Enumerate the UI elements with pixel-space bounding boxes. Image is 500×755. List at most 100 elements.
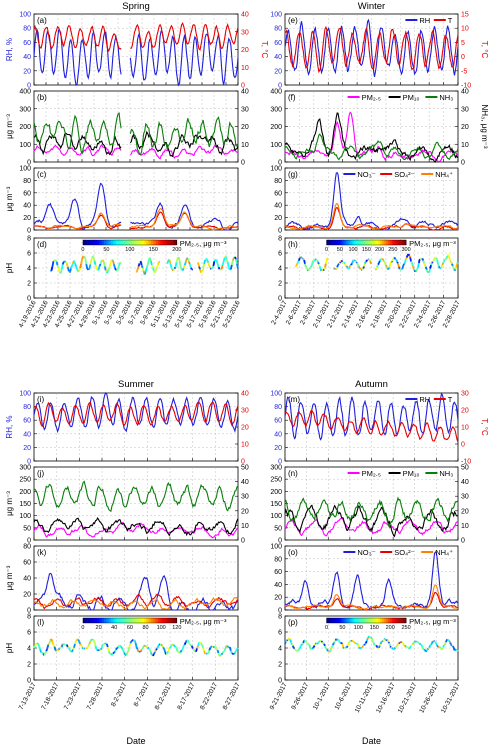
- ph-segment: [381, 641, 382, 642]
- colorbar-cell: [139, 618, 142, 623]
- y-axis-label: pH: [5, 643, 14, 653]
- colorbar-cell: [104, 240, 107, 245]
- ph-segment: [113, 260, 114, 264]
- ph-segment: [350, 641, 351, 642]
- colorbar-cell: [398, 618, 400, 623]
- colorbar-cell: [386, 618, 388, 623]
- ph-segment: [153, 654, 154, 656]
- legend-label: RH: [419, 16, 430, 25]
- ph-segment: [453, 266, 454, 268]
- ph-segment: [119, 263, 120, 265]
- tick-label-y2: -5: [461, 68, 467, 75]
- ph-segment: [155, 650, 156, 652]
- colorbar-cell: [106, 618, 109, 623]
- ph-segment: [49, 640, 50, 643]
- ph-segment: [324, 644, 325, 646]
- ph-segment: [408, 254, 409, 256]
- legend-label: NH₄⁺: [435, 548, 453, 557]
- ph-segment: [451, 644, 452, 645]
- colorbar-tick-label: 20: [96, 625, 102, 631]
- ph-segment: [285, 641, 286, 643]
- legend-label: T: [448, 395, 453, 404]
- ph-segment: [60, 647, 61, 648]
- tick-label-y2: 0: [461, 54, 465, 61]
- ph-segment: [67, 264, 68, 268]
- tick-label-y: 200: [270, 489, 282, 496]
- ph-segment: [103, 260, 104, 261]
- ph-segment: [438, 264, 439, 266]
- ph-segment: [310, 267, 311, 269]
- tick-label-y2: 50: [241, 465, 249, 472]
- tick-label-y2: 30: [241, 408, 249, 415]
- ph-segment: [79, 268, 80, 271]
- ph-segment: [441, 265, 442, 267]
- ph-segment: [189, 643, 190, 645]
- ph-segment: [135, 643, 136, 647]
- colorbar-cell: [132, 240, 135, 245]
- tick-label-y: 40: [23, 431, 31, 438]
- ph-segment: [52, 261, 53, 266]
- ph-segment: [394, 648, 395, 650]
- panel-letter: (h): [288, 240, 298, 249]
- colorbar-cell: [362, 618, 364, 623]
- tick-label-y: 80: [23, 544, 31, 551]
- ph-segment: [414, 269, 415, 270]
- ph-segment: [44, 653, 45, 655]
- tick-label-x: 8-2-2017: [110, 681, 129, 708]
- ph-segment: [421, 645, 422, 647]
- ph-segment: [55, 647, 56, 651]
- ph-segment: [367, 639, 368, 641]
- tick-label-y: 40: [274, 431, 282, 438]
- tick-label-y: 6: [27, 251, 31, 258]
- ph-segment: [151, 652, 152, 654]
- colorbar-cell: [396, 618, 398, 623]
- ph-segment: [124, 653, 125, 655]
- ph-segment: [216, 260, 217, 264]
- colorbar-tick-label: 150: [149, 247, 158, 253]
- ph-segment: [417, 267, 418, 269]
- ph-segment: [297, 262, 298, 264]
- ph-segment: [50, 271, 51, 272]
- colorbar-cell: [398, 240, 400, 245]
- ph-segment: [46, 648, 47, 651]
- ph-segment: [156, 267, 157, 270]
- colorbar-tick-label: 200: [386, 625, 395, 631]
- ph-segment: [115, 268, 116, 270]
- ph-segment: [148, 647, 149, 648]
- ph-segment: [143, 268, 144, 271]
- ph-segment: [176, 648, 177, 652]
- ph-segment: [313, 647, 314, 648]
- ph-segment: [172, 644, 173, 645]
- ph-segment: [292, 645, 293, 646]
- colorbar-cell: [394, 240, 396, 245]
- ph-segment: [294, 648, 295, 649]
- ph-segment: [150, 258, 151, 261]
- colorbar-cell: [85, 618, 88, 623]
- ph-segment: [342, 643, 343, 644]
- ph-segment: [86, 648, 87, 649]
- colorbar-cell: [144, 240, 147, 245]
- ph-segment: [217, 650, 218, 653]
- ph-segment: [393, 258, 394, 262]
- ph-segment: [287, 640, 288, 641]
- ph-segment: [316, 259, 317, 260]
- ph-segment: [223, 651, 224, 653]
- colorbar-cell: [372, 240, 374, 245]
- tick-label-y2: 20: [241, 124, 249, 131]
- tick-label-y: 250: [270, 477, 282, 484]
- y-axis-label: μg m⁻³: [5, 114, 14, 139]
- ph-segment: [85, 258, 86, 264]
- ph-segment: [167, 261, 168, 264]
- ph-segment: [118, 265, 119, 269]
- legend: NH₄⁺SO₄²⁻NO₃⁻: [343, 548, 453, 557]
- ph-segment: [58, 649, 59, 650]
- ph-segment: [94, 261, 95, 265]
- tick-label-x: 9-21-2017: [269, 681, 289, 711]
- colorbar-cell: [109, 240, 112, 245]
- ph-segment: [377, 264, 378, 267]
- panel-letter: (j): [37, 469, 44, 478]
- tick-label-y: 100: [19, 12, 31, 19]
- ph-segment: [305, 264, 306, 267]
